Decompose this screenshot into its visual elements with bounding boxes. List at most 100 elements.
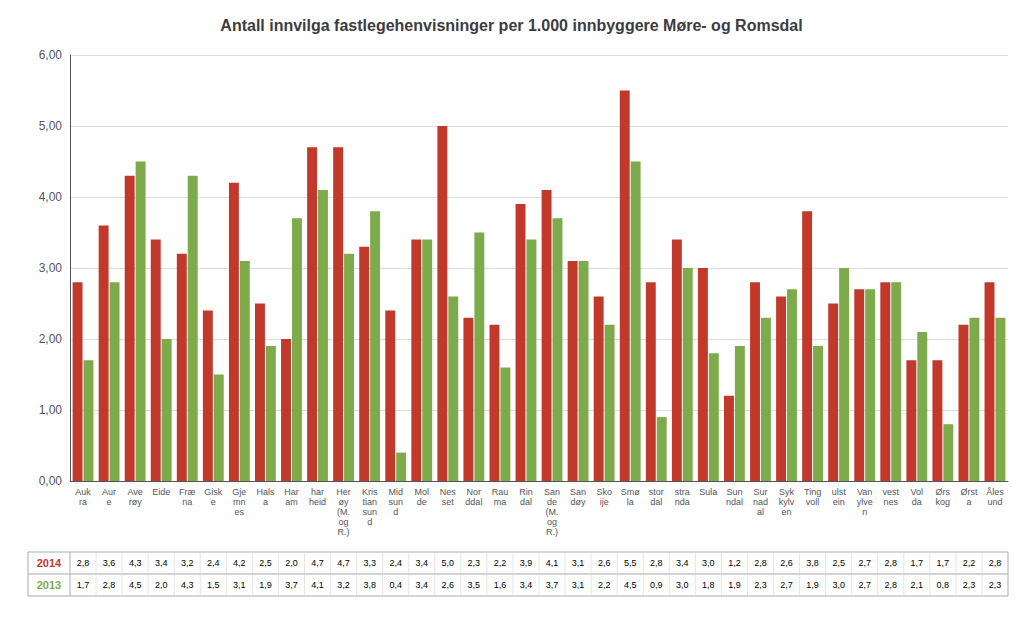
svg-text:2,8: 2,8 <box>884 558 897 568</box>
svg-text:nad: nad <box>753 497 768 507</box>
svg-text:2,0: 2,0 <box>285 558 298 568</box>
svg-text:Vol: Vol <box>911 487 924 497</box>
svg-text:R.): R.) <box>338 527 350 537</box>
svg-text:2,6: 2,6 <box>780 558 793 568</box>
svg-text:la: la <box>627 497 634 507</box>
svg-text:3,1: 3,1 <box>572 580 585 590</box>
svg-text:n: n <box>862 507 867 517</box>
svg-text:ma: ma <box>494 497 507 507</box>
svg-text:a: a <box>263 497 268 507</box>
svg-text:3,9: 3,9 <box>520 558 533 568</box>
svg-text:am: am <box>285 497 298 507</box>
svg-text:2,6: 2,6 <box>598 558 611 568</box>
svg-text:2,8: 2,8 <box>103 580 116 590</box>
svg-text:1,9: 1,9 <box>259 580 272 590</box>
svg-text:3,7: 3,7 <box>546 580 559 590</box>
svg-text:Mol: Mol <box>414 487 429 497</box>
svg-text:(M.: (M. <box>546 507 559 517</box>
svg-text:Ave: Ave <box>127 487 142 497</box>
svg-text:4,7: 4,7 <box>311 558 324 568</box>
svg-text:5,0: 5,0 <box>442 558 455 568</box>
svg-text:2,6: 2,6 <box>442 580 455 590</box>
svg-text:Rau: Rau <box>492 487 509 497</box>
svg-text:en: en <box>782 507 792 517</box>
svg-text:Ørst: Ørst <box>960 487 977 497</box>
svg-text:0,8: 0,8 <box>937 580 950 590</box>
svg-text:da: da <box>912 497 922 507</box>
svg-text:har: har <box>311 487 324 497</box>
svg-text:røy: røy <box>129 497 142 507</box>
svg-text:mn: mn <box>233 497 246 507</box>
svg-text:dal: dal <box>650 497 662 507</box>
svg-text:4,5: 4,5 <box>129 580 142 590</box>
svg-text:es: es <box>235 507 245 517</box>
svg-text:1,5: 1,5 <box>207 580 220 590</box>
svg-text:3,1: 3,1 <box>572 558 585 568</box>
svg-text:5,00: 5,00 <box>39 119 63 133</box>
svg-text:3,4: 3,4 <box>520 580 533 590</box>
svg-text:Nes: Nes <box>440 487 457 497</box>
svg-text:Auk: Auk <box>75 487 91 497</box>
svg-text:Har: Har <box>284 487 299 497</box>
svg-text:1,00: 1,00 <box>39 403 63 417</box>
svg-text:2,2: 2,2 <box>963 558 976 568</box>
svg-text:1,8: 1,8 <box>702 580 715 590</box>
svg-text:ddal: ddal <box>465 497 482 507</box>
svg-text:2014: 2014 <box>37 557 62 569</box>
svg-text:2,0: 2,0 <box>155 580 168 590</box>
svg-text:3,4: 3,4 <box>415 580 428 590</box>
svg-text:1,7: 1,7 <box>937 558 950 568</box>
svg-text:ije: ije <box>600 497 609 507</box>
svg-text:Åles: Åles <box>986 487 1004 497</box>
svg-text:Fræ: Fræ <box>179 487 196 497</box>
svg-text:2,00: 2,00 <box>39 332 63 346</box>
svg-text:og: og <box>547 517 557 527</box>
svg-text:ylve: ylve <box>857 497 873 507</box>
svg-text:Eide: Eide <box>152 487 170 497</box>
svg-text:d: d <box>367 517 372 527</box>
svg-text:nda: nda <box>675 497 690 507</box>
svg-text:1,6: 1,6 <box>494 580 507 590</box>
svg-text:sun: sun <box>388 497 403 507</box>
svg-text:1,2: 1,2 <box>728 558 741 568</box>
svg-text:2,8: 2,8 <box>77 558 90 568</box>
svg-text:1,7: 1,7 <box>911 558 924 568</box>
svg-text:Her: Her <box>336 487 351 497</box>
svg-text:4,3: 4,3 <box>129 558 142 568</box>
svg-text:2,5: 2,5 <box>259 558 272 568</box>
svg-text:2,7: 2,7 <box>858 558 871 568</box>
svg-text:Sun: Sun <box>726 487 742 497</box>
svg-text:2013: 2013 <box>37 579 61 591</box>
svg-text:2,2: 2,2 <box>598 580 611 590</box>
svg-text:e: e <box>211 497 216 507</box>
svg-text:2,4: 2,4 <box>389 558 402 568</box>
svg-text:3,2: 3,2 <box>181 558 194 568</box>
svg-text:6,00: 6,00 <box>39 48 63 62</box>
svg-text:2,8: 2,8 <box>650 558 663 568</box>
svg-text:3,0: 3,0 <box>832 580 845 590</box>
svg-text:0,4: 0,4 <box>389 580 402 590</box>
svg-text:Mid: Mid <box>388 487 403 497</box>
svg-text:Gisk: Gisk <box>204 487 223 497</box>
svg-text:5,5: 5,5 <box>624 558 637 568</box>
svg-text:R.): R.) <box>546 527 558 537</box>
svg-text:(M.: (M. <box>337 507 350 517</box>
svg-text:3,1: 3,1 <box>233 580 246 590</box>
svg-text:4,1: 4,1 <box>546 558 559 568</box>
svg-text:Rin: Rin <box>519 487 533 497</box>
svg-text:1,7: 1,7 <box>77 580 90 590</box>
svg-text:2,3: 2,3 <box>963 580 976 590</box>
svg-text:2,8: 2,8 <box>989 558 1002 568</box>
svg-text:kog: kog <box>936 497 951 507</box>
svg-text:set: set <box>442 497 455 507</box>
svg-text:3,8: 3,8 <box>363 580 376 590</box>
svg-text:a: a <box>966 497 971 507</box>
svg-text:3,4: 3,4 <box>415 558 428 568</box>
svg-text:San: San <box>544 487 560 497</box>
svg-text:3,00: 3,00 <box>39 261 63 275</box>
svg-text:4,3: 4,3 <box>181 580 194 590</box>
svg-text:2,4: 2,4 <box>207 558 220 568</box>
svg-text:2,2: 2,2 <box>494 558 507 568</box>
svg-text:ndal: ndal <box>726 497 743 507</box>
svg-text:stra: stra <box>675 487 690 497</box>
